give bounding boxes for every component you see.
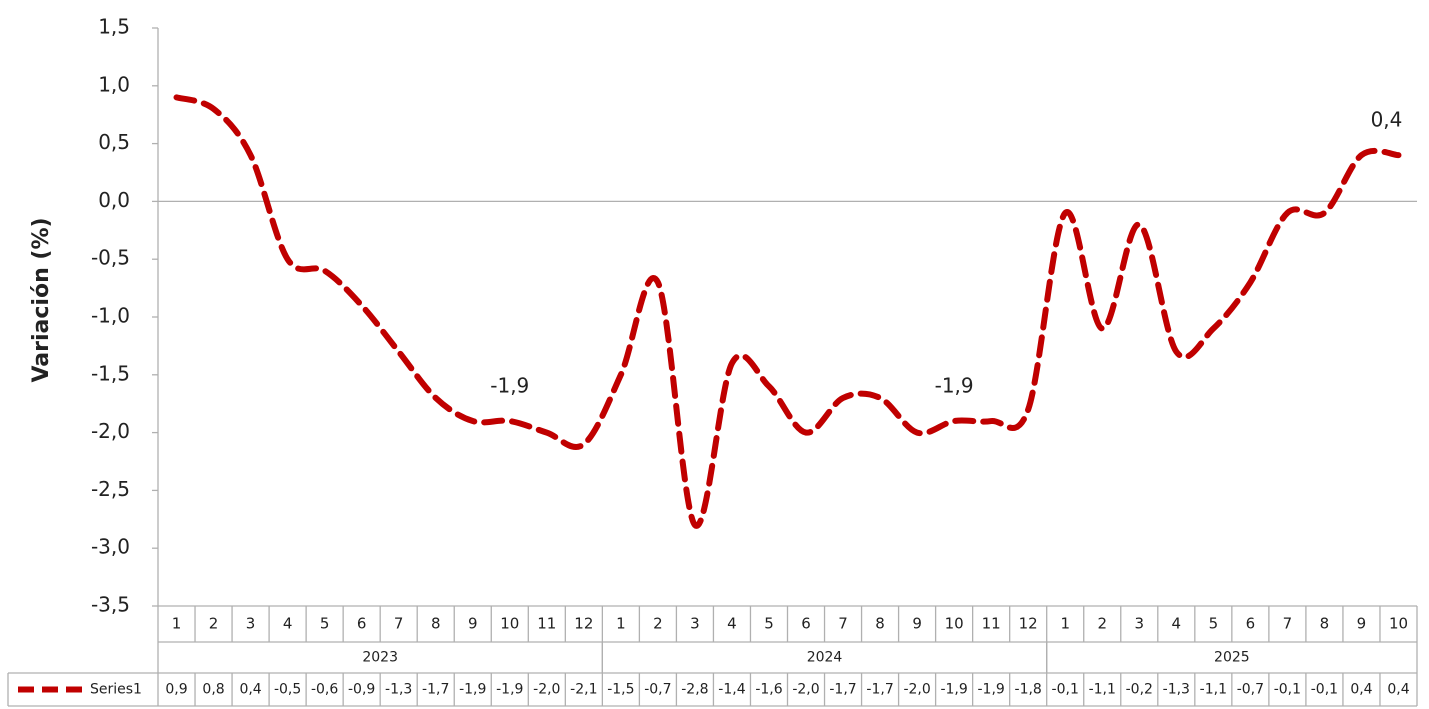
x-tick-label: 7 [1283,615,1293,633]
series-line [173,94,1402,529]
x-tick-label: 6 [801,615,811,633]
table-value: -1,4 [718,682,745,698]
y-tick-label: -3,0 [91,535,130,559]
x-tick-label: 10 [945,615,964,633]
y-tick-label: -3,5 [91,593,130,617]
table-value: -1,9 [940,682,967,698]
x-tick-label: 5 [320,615,330,633]
table-value: 0,4 [1350,682,1372,698]
table-value: -1,6 [755,682,782,698]
x-tick-label: 9 [468,615,478,633]
y-tick-label: -0,5 [91,246,130,270]
group-label: 2024 [807,650,843,666]
table-value: 0,8 [202,682,224,698]
table-value: 0,4 [239,682,261,698]
table-value: 0,4 [1387,682,1409,698]
x-tick-label: 4 [727,615,737,633]
x-tick-label: 9 [912,615,922,633]
x-tick-label: 5 [1209,615,1219,633]
x-tick-label: 7 [838,615,848,633]
x-tick-label: 11 [982,615,1001,633]
table-value: -2,0 [792,682,819,698]
x-tick-label: 3 [1135,615,1145,633]
x-tick-label: 12 [574,615,593,633]
table-value: -1,3 [1163,682,1190,698]
table-value: -1,9 [977,682,1004,698]
y-axis-title: Variación (%) [29,217,54,382]
table-value: -1,3 [385,682,412,698]
table-value: -0,6 [311,682,338,698]
x-tick-label: 5 [764,615,774,633]
table-value: -2,8 [681,682,708,698]
table-value: -2,0 [533,682,560,698]
table-value: -1,8 [1015,682,1042,698]
table-value: -1,1 [1089,682,1116,698]
x-tick-label: 6 [357,615,367,633]
table-value: -0,1 [1311,682,1338,698]
table-value: -1,7 [422,682,449,698]
y-tick-label: 1,0 [98,72,130,96]
table-value: -0,2 [1126,682,1153,698]
group-label: 2023 [362,650,398,666]
data-label: -1,9 [490,374,529,398]
table-value: -0,1 [1052,682,1079,698]
y-tick-label: 0,5 [98,130,130,154]
table-value: -1,7 [866,682,893,698]
x-tick-label: 2 [653,615,663,633]
x-tick-label: 8 [1320,615,1330,633]
x-tick-label: 3 [246,615,256,633]
x-tick-label: 10 [500,615,519,633]
x-tick-label: 12 [1019,615,1038,633]
table-value: -1,1 [1200,682,1227,698]
x-tick-label: 1 [172,615,182,633]
table-value: -2,1 [570,682,597,698]
x-tick-label: 2 [209,615,219,633]
y-tick-label: 0,0 [98,188,130,212]
table-value: -0,7 [1237,682,1264,698]
data-label: -1,9 [935,374,974,398]
x-tick-label: 3 [690,615,700,633]
y-tick-label: -1,5 [91,361,130,385]
data-label: 0,4 [1371,108,1403,132]
y-tick-label: -2,0 [91,419,130,443]
x-tick-label: 10 [1389,615,1408,633]
y-tick-label: 1,5 [98,15,130,39]
x-tick-label: 11 [537,615,556,633]
x-tick-label: 4 [283,615,293,633]
table-value: 0,9 [165,682,187,698]
x-tick-label: 7 [394,615,404,633]
y-tick-label: -2,5 [91,477,130,501]
group-label: 2025 [1214,650,1250,666]
x-tick-label: 8 [875,615,885,633]
x-tick-label: 4 [1172,615,1182,633]
y-tick-label: -1,0 [91,304,130,328]
legend-label: Series1 [90,682,142,698]
table-value: -1,7 [829,682,856,698]
x-tick-label: 1 [1060,615,1070,633]
table-value: -2,0 [903,682,930,698]
table-value: -1,5 [607,682,634,698]
x-tick-label: 8 [431,615,441,633]
x-tick-label: 6 [1246,615,1256,633]
table-value: -0,7 [644,682,671,698]
table-value: -0,5 [274,682,301,698]
table-value: -1,9 [496,682,523,698]
x-tick-label: 2 [1097,615,1107,633]
x-tick-label: 9 [1357,615,1367,633]
table-value: -1,9 [459,682,486,698]
table-value: -0,1 [1274,682,1301,698]
table-value: -0,9 [348,682,375,698]
x-tick-label: 1 [616,615,626,633]
